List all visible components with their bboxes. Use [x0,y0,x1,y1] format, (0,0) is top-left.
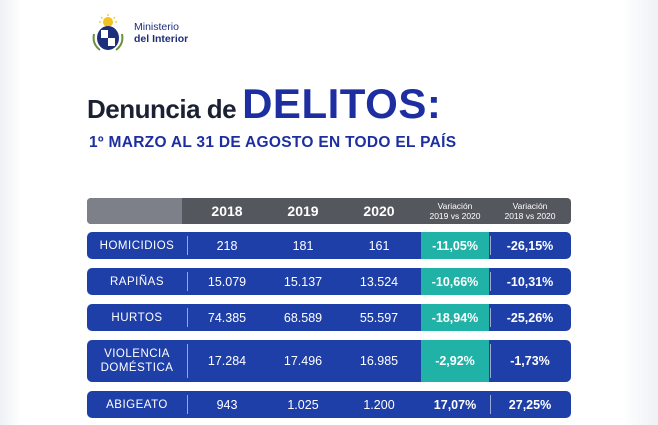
variation-2018-2020: -1,73% [510,354,550,368]
value-2018: 74.385 [207,310,247,325]
header-2020: 2020 [363,203,395,219]
value-2018: 218 [216,238,238,253]
value-2020: 16.985 [359,354,399,368]
value-2019: 15.137 [283,274,323,289]
variation-2019-2020: -10,66% [431,274,479,289]
value-2020: 1.200 [363,397,395,412]
row-highlight-cell [421,268,489,295]
header-variation-2019-2020-line2: 2019 vs 2020 [429,211,481,221]
ministry-name-line2: del Interior [134,33,189,45]
page-subtitle: 1º MARZO AL 31 DE AGOSTO EN TODO EL PAÍS [89,134,457,151]
variation-2018-2020: -26,15% [506,238,554,253]
ministry-logo: Ministerio del Interior [90,14,188,52]
title-main: DELITOS: [242,80,442,127]
value-2020: 55.597 [359,310,399,325]
crime-category: HURTOS [111,311,163,324]
crime-category-line1: VIOLENCIA [104,348,170,360]
table-row-abigeato: ABIGEATO 943 1.025 1.200 17,07% 27,25% [87,391,571,418]
variation-2019-2020: -11,05% [432,238,478,253]
crime-category: HOMICIDIOS [99,239,175,252]
variation-2019-2020: 17,07% [433,397,477,412]
value-2018: 943 [216,397,238,412]
value-2019: 1.025 [287,397,319,412]
header-variation-2018-2020-line2: 2018 vs 2020 [504,211,556,221]
header-variation-2019-2020: Variación 2019 vs 2020 [421,198,489,224]
coat-of-arms-seal-icon [92,14,124,51]
value-2020: 13.524 [359,274,399,289]
row-highlight-cell [421,340,489,382]
column-divider [187,236,188,255]
column-divider [490,344,491,378]
crime-category: RAPIÑAS [110,275,164,288]
table-row-homicidios: HOMICIDIOS 218 181 161 -11,05% -26,15% [87,232,571,259]
column-divider [187,308,188,327]
value-2019: 17.496 [283,354,323,368]
header-variation-2019-2020-line1: Variación [437,201,473,211]
header-variation-2018-2020-line1: Variación [512,201,548,211]
crime-category: ABIGEATO [106,398,168,411]
column-divider [490,272,491,291]
column-divider [490,395,491,414]
title-prefix: Denuncia de [87,94,237,124]
right-edge-shade [622,0,658,425]
ministry-name-line1: Ministerio [134,21,179,33]
table-header: 2018 2019 2020 Variación 2019 vs 2020 Va… [87,198,571,224]
row-highlight-cell [421,232,489,259]
table-row-hurtos: HURTOS 74.385 68.589 55.597 -18,94% -25,… [87,304,571,331]
column-divider [187,344,188,378]
column-divider [490,236,491,255]
value-2018: 17.284 [207,354,247,368]
row-highlight-cell [421,304,489,331]
variation-2019-2020: -18,94% [431,310,479,325]
variation-2018-2020: 27,25% [508,397,552,412]
header-variation-2018-2020: Variación 2018 vs 2020 [493,198,567,224]
table-row-violencia-domestica: VIOLENCIA DOMÉSTICA 17.284 17.496 16.985… [87,340,571,382]
column-divider [187,272,188,291]
column-divider [490,308,491,327]
crime-category-line2: DOMÉSTICA [100,362,174,374]
variation-2018-2020: -25,26% [506,310,554,325]
variation-2019-2020: -2,92% [435,354,475,368]
header-2019: 2019 [287,203,319,219]
header-2018: 2018 [211,203,243,219]
value-2018: 15.079 [207,274,247,289]
value-2019: 68.589 [283,310,323,325]
table-row-rapinas: RAPIÑAS 15.079 15.137 13.524 -10,66% -10… [87,268,571,295]
value-2020: 161 [368,238,390,253]
variation-2018-2020: -10,31% [506,274,554,289]
crime-category: VIOLENCIA DOMÉSTICA [87,340,187,382]
column-divider [187,395,188,414]
left-edge-shade [0,0,22,425]
value-2019: 181 [292,238,314,253]
table-header-category-cell [87,198,182,224]
page-title: Denuncia de DELITOS: [87,80,441,128]
